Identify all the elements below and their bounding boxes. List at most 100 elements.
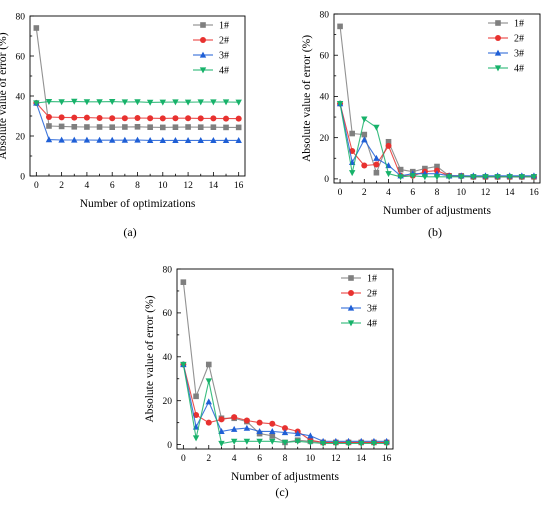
panel-a-series-3-point xyxy=(121,136,129,143)
panel-a-series-1-point xyxy=(223,124,229,131)
panel-c-series-1-line xyxy=(182,282,387,443)
panel-b-x-tick-label: 6 xyxy=(410,188,415,198)
panel-a-y-tick-label: 60 xyxy=(16,52,26,62)
panel-c-series-1-point xyxy=(205,361,212,368)
panel-a-series-3-line xyxy=(35,102,239,141)
panel-a-series-1-point xyxy=(58,123,65,130)
panel-a-series-3-point xyxy=(134,136,141,143)
panel-a-series-2-point xyxy=(210,115,217,122)
panel-a-legend-marker-1 xyxy=(200,22,206,28)
panel-a-y-tick-label: 40 xyxy=(16,92,26,102)
panel-b-series-2-point xyxy=(385,142,392,149)
panel-a-series-3-point xyxy=(172,137,179,143)
panel-b-series-1-point xyxy=(373,169,380,176)
panel-c-series-4-point xyxy=(243,438,251,445)
panel-c-x-tick-label: 4 xyxy=(232,454,237,464)
panel-b-legend-label-2: 2# xyxy=(514,34,524,45)
panel-b-series-4-point xyxy=(482,174,489,181)
panel-a-series-2-point xyxy=(83,114,90,121)
panel-c-series-2-point xyxy=(282,425,288,432)
panel-a-legend-label-1: 1# xyxy=(219,21,229,32)
panel-a-series-1-point xyxy=(185,124,191,130)
panel-b-chart: 0 2 4 6 8 10 12 14 16 0 20 40 60 80 Number of adjustme… xyxy=(301,10,541,217)
panel-b-x-tick-label: 14 xyxy=(505,188,515,198)
panel-c-series-4-point xyxy=(358,440,365,447)
panel-a-y-tick-label: 20 xyxy=(16,132,26,142)
panel-b-y-tick-label: 80 xyxy=(320,10,330,20)
panel-c-x-tick-label: 16 xyxy=(382,454,392,464)
panel-a-series-1-point xyxy=(84,124,90,130)
panel-c-series-4-point xyxy=(294,438,301,445)
panel-a-series-3-point xyxy=(83,136,91,143)
panel-a-x-tick-label: 0 xyxy=(34,181,39,191)
panel-a-series-4-point xyxy=(146,99,154,106)
panel-c-series-3-point xyxy=(281,429,289,436)
panel-c-y-tick-label: 20 xyxy=(163,397,173,407)
panel-c-x-tick-label: 0 xyxy=(181,454,186,464)
panel-a-series-3-point xyxy=(146,137,154,143)
panel-a-y-tick-label: 0 xyxy=(20,172,25,182)
panel-b-y-tick-label: 60 xyxy=(320,52,330,62)
panel-b-plot-frame xyxy=(333,13,541,184)
panel-b-series-1-point xyxy=(361,131,368,138)
panel-c-legend-label-2: 2# xyxy=(367,289,377,300)
panel-c-series-1-point xyxy=(180,279,187,285)
panel-c-x-tick-label: 6 xyxy=(257,454,262,464)
panel-c-series-3-point xyxy=(269,428,276,435)
panel-a-x-tick-label: 10 xyxy=(158,181,168,191)
panel-a-series-1-point xyxy=(210,124,217,130)
panel-a-series-3-point xyxy=(159,137,166,143)
panel-a-series-4-point xyxy=(235,99,242,106)
panel-a-series-2-point xyxy=(223,115,230,122)
panel-a-x-tick-label: 16 xyxy=(234,181,244,191)
panel-label-a: (a) xyxy=(123,225,136,239)
panel-a-legend-label-2: 2# xyxy=(219,36,229,47)
panel-c-x-tick-label: 10 xyxy=(306,454,316,464)
panel-b-series-4-point xyxy=(518,174,526,181)
panel-c-legend-marker-1 xyxy=(348,275,354,281)
panel-a-series-4-point xyxy=(83,99,91,106)
panel-a-series-2-point xyxy=(172,115,179,122)
panel-c-series-3-point xyxy=(205,398,212,405)
panel-a-x-axis-title: Number of optimizations xyxy=(80,198,196,210)
panel-c-series-2-point xyxy=(243,417,250,424)
panel-b-y-tick-label: 40 xyxy=(320,93,330,103)
panel-a-series-4-point xyxy=(197,99,204,106)
panel-a-series-3-point xyxy=(235,137,242,143)
panel-c-series-4-point xyxy=(281,439,289,446)
panel-b-series-1-point xyxy=(349,130,355,137)
panel-c-series-4-point xyxy=(192,435,200,442)
panel-a-series-2-point xyxy=(71,114,78,121)
panel-b-series-4-point xyxy=(530,174,538,181)
panel-b-series-1-point xyxy=(397,166,404,173)
panel-c-legend-marker-4 xyxy=(347,320,355,327)
panel-c-series-4-point xyxy=(256,438,263,445)
panel-b-series-4-point xyxy=(361,116,368,123)
panel-c-x-tick-label: 12 xyxy=(331,454,341,464)
panel-b-series-1-point xyxy=(385,138,392,145)
panel-c-series-3-point xyxy=(294,430,301,437)
panel-a-series-1-point xyxy=(134,124,141,130)
panel-c-series-2-point xyxy=(256,419,263,426)
panel-c-series-4-point xyxy=(332,440,340,447)
panel-b-x-tick-label: 4 xyxy=(386,188,391,198)
panel-b-series-4-point xyxy=(385,171,392,178)
panel-b-series-4-point xyxy=(445,174,453,181)
panel-c-series-4-point xyxy=(370,440,378,447)
panel-a-series-2-point xyxy=(109,115,116,122)
panel-a-series-2-point xyxy=(96,115,103,121)
panel-b-legend-label-3: 3# xyxy=(514,49,524,60)
panel-b-series-4-point xyxy=(494,174,501,181)
panel-c-y-tick-label: 80 xyxy=(163,265,173,275)
panel-a-series-1-point xyxy=(122,124,128,130)
panel-b-legend-marker-4 xyxy=(494,65,502,72)
panel-c-series-4-point xyxy=(383,440,390,447)
panel-b-legend-label-4: 4# xyxy=(514,64,524,75)
panel-c-series-2-point xyxy=(205,419,212,426)
panel-c-y-tick-label: 60 xyxy=(163,309,173,319)
panel-b-series-4-point xyxy=(433,174,441,181)
panel-c-x-tick-label: 8 xyxy=(283,454,288,464)
panel-a-series-4-point xyxy=(71,98,78,105)
panel-c-series-2-point xyxy=(218,416,225,423)
